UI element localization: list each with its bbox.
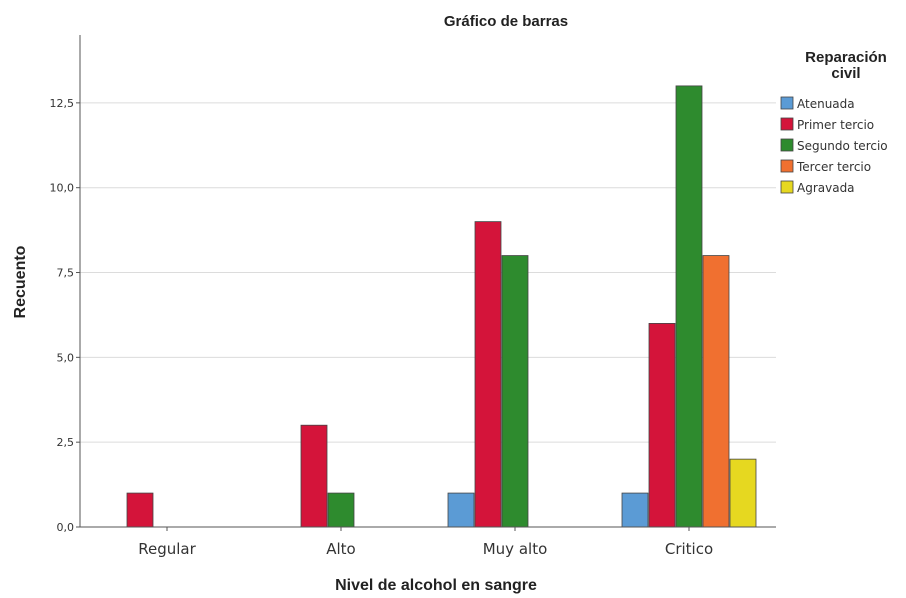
x-tick-label: Muy alto (483, 540, 548, 558)
x-axis-ticks: Regular Alto Muy alto Critico (138, 527, 713, 558)
y-tick-label: 5,0 (57, 351, 75, 364)
bar-primer-tercio-alto (300, 424, 328, 528)
x-tick-label: Alto (326, 540, 356, 558)
legend-swatch (780, 180, 794, 194)
bar-primer-tercio-muy-alto (474, 221, 502, 528)
y-axis-title: Recuento (12, 245, 29, 318)
legend-title: Reparación (805, 49, 887, 66)
bar-atenuada-critico (621, 492, 649, 528)
legend-label: Primer tercio (797, 118, 874, 132)
legend-label: Segundo tercio (797, 139, 888, 153)
legend-swatch (780, 117, 794, 131)
legend-swatch (780, 138, 794, 152)
x-tick-label: Regular (138, 540, 196, 558)
legend-title: civil (831, 65, 860, 82)
x-axis-title: Nivel de alcohol en sangre (335, 577, 537, 594)
legend-label: Atenuada (797, 97, 855, 111)
legend-swatch (780, 96, 794, 110)
y-tick-label: 2,5 (57, 436, 75, 449)
legend-label: Tercer tercio (796, 160, 871, 174)
legend-swatch (780, 159, 794, 173)
y-tick-label: 7,5 (57, 267, 75, 280)
legend-label: Agravada (797, 181, 855, 195)
y-tick-label: 12,5 (50, 97, 75, 110)
y-tick-label: 0,0 (57, 521, 75, 534)
y-axis-ticks: 0,0 2,5 5,0 7,5 10,0 12,5 (50, 97, 80, 534)
bar-segundo-tercio-critico (675, 85, 703, 528)
bar-atenuada-muy-alto (447, 492, 475, 528)
bars (126, 85, 757, 528)
bar-primer-tercio-regular (126, 492, 154, 528)
bar-agravada-critico (729, 458, 757, 528)
bar-segundo-tercio-muy-alto (501, 255, 529, 528)
y-tick-label: 10,0 (50, 182, 75, 195)
x-tick-label: Critico (665, 540, 713, 558)
bar-primer-tercio-critico (648, 323, 676, 528)
bar-tercer-tercio-critico (702, 255, 730, 528)
bar-segundo-tercio-alto (327, 492, 355, 528)
chart-title: Gráfico de barras (444, 13, 568, 30)
